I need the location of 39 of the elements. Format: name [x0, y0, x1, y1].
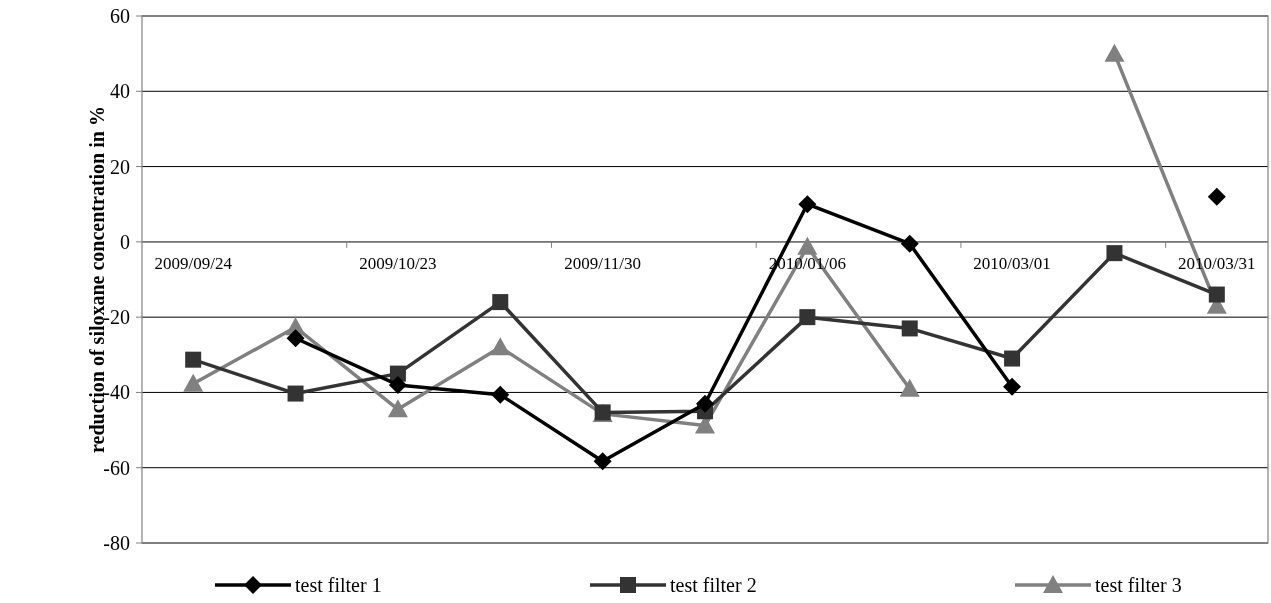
point: [900, 234, 919, 253]
point: [696, 394, 714, 413]
point: [798, 195, 817, 214]
point: [1004, 350, 1021, 367]
point: [1106, 245, 1123, 262]
y-tick-label: 0: [120, 230, 130, 253]
x-tick-label: 2010/03/31: [1178, 253, 1256, 273]
point: [797, 236, 818, 255]
y-tick-label: -20: [103, 306, 130, 329]
point: [286, 329, 305, 348]
x-tick-label: 2009/09/24: [154, 253, 233, 273]
point: [490, 337, 511, 356]
point: [1003, 377, 1022, 396]
y-tick-label: 20: [110, 155, 130, 178]
legend-label: test filter 1: [295, 574, 382, 596]
x-tick-label: 2009/11/30: [564, 253, 642, 273]
y-tick-label: -60: [103, 456, 130, 479]
point: [492, 294, 509, 311]
y-tick-label: -40: [103, 381, 130, 404]
point: [901, 320, 918, 337]
point: [387, 399, 408, 418]
y-tick-label: -80: [103, 532, 130, 554]
point: [185, 351, 202, 368]
point: [287, 385, 304, 402]
point: [799, 309, 816, 326]
point: [899, 378, 920, 397]
point: [1207, 187, 1226, 206]
x-tick-label: 2010/03/01: [973, 253, 1051, 273]
x-tick-label: 2009/10/23: [359, 253, 437, 273]
point: [1104, 43, 1125, 62]
point: [183, 373, 204, 392]
point: [1208, 286, 1225, 303]
point: [593, 452, 612, 471]
y-tick-label: 40: [110, 80, 130, 103]
y-tick-label: 60: [110, 5, 130, 27]
point: [491, 385, 510, 404]
point: [388, 375, 407, 394]
legend-label: test filter 2: [670, 574, 757, 596]
legend-label: test filter 3: [1095, 574, 1182, 596]
